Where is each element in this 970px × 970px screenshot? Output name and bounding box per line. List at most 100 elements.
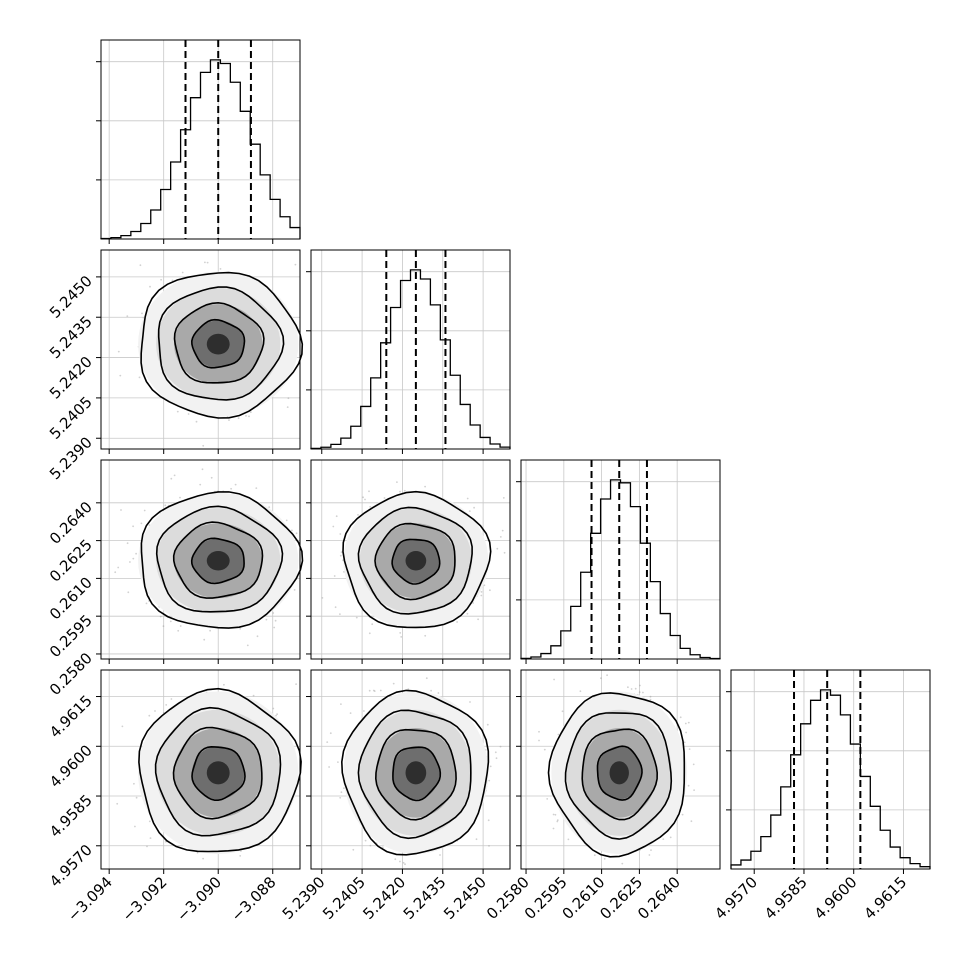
sample-point: [201, 468, 204, 471]
sample-point: [328, 766, 330, 768]
sample-point: [648, 854, 651, 856]
sample-point: [466, 612, 469, 615]
sample-point: [404, 863, 406, 866]
sample-point: [552, 813, 555, 816]
sample-point: [383, 497, 386, 499]
sample-point: [138, 376, 141, 379]
sample-point: [553, 678, 555, 681]
sample-point: [649, 695, 652, 698]
sample-point: [364, 498, 366, 501]
sample-point: [424, 485, 426, 488]
sample-point: [154, 710, 156, 712]
x-tick-label: 5.2420: [359, 873, 409, 923]
sample-point: [334, 606, 337, 609]
sample-point: [487, 819, 490, 822]
sample-point: [480, 591, 483, 593]
density-level-4: [405, 761, 427, 785]
sample-point: [501, 529, 504, 532]
sample-point: [230, 487, 233, 490]
sample-point: [456, 621, 458, 623]
sample-point: [274, 619, 277, 622]
sample-point: [340, 791, 343, 794]
sample-point: [538, 739, 540, 742]
contour-3: [596, 745, 643, 801]
sample-point: [567, 838, 570, 841]
contour-1: [155, 505, 284, 613]
sample-point: [687, 721, 690, 724]
sample-point: [634, 687, 637, 690]
sample-point: [149, 285, 151, 288]
sample-point: [400, 636, 403, 638]
sample-point: [209, 629, 212, 632]
contour-1: [157, 286, 285, 401]
sample-point: [181, 271, 184, 274]
sample-point: [593, 854, 596, 857]
sample-point: [357, 514, 359, 516]
contour-0: [140, 271, 304, 419]
contour-0: [138, 687, 302, 853]
y-tick-label: 4.9600: [46, 741, 96, 791]
sample-point: [403, 489, 406, 492]
sample-point: [141, 312, 143, 315]
sample-point: [561, 710, 564, 713]
density-level-4: [206, 333, 230, 355]
sample-point: [256, 635, 259, 638]
sample-point: [149, 837, 152, 839]
sample-point: [368, 632, 371, 635]
sample-point: [362, 496, 364, 499]
sample-point: [295, 683, 297, 685]
sample-point: [480, 594, 483, 597]
sample-point: [134, 825, 136, 828]
contour-0: [547, 692, 686, 858]
sample-point: [394, 858, 397, 861]
sample-point: [120, 509, 122, 511]
sample-point: [159, 615, 162, 618]
x-tick-label: 4.9585: [761, 873, 811, 923]
sample-point: [234, 483, 237, 486]
sample-point: [177, 629, 180, 632]
sample-point: [195, 420, 198, 423]
panel-frame: [310, 459, 511, 660]
sample-point: [179, 625, 182, 627]
sample-point: [499, 536, 502, 538]
x-tick-label: 4.9615: [860, 873, 910, 923]
sample-point: [621, 862, 624, 865]
sample-point: [148, 714, 151, 717]
contour-2: [581, 728, 659, 821]
contour-2: [374, 728, 457, 821]
sample-point: [228, 419, 230, 421]
sample-point: [255, 487, 258, 489]
sample-point: [552, 827, 555, 830]
panel-1-1: [306, 249, 511, 454]
sample-point: [119, 374, 122, 377]
contour-3: [391, 538, 441, 585]
x-tick-label: −3.090: [173, 873, 225, 925]
sample-point: [546, 798, 549, 800]
sample-point: [206, 261, 209, 264]
sample-point: [486, 723, 489, 726]
sample-point: [114, 571, 117, 574]
sample-point: [223, 683, 225, 686]
sample-point: [557, 733, 560, 736]
sample-point: [538, 730, 540, 733]
density-level-4: [609, 761, 629, 785]
sample-point: [132, 557, 135, 560]
contour-0: [140, 491, 304, 629]
sample-point: [339, 613, 341, 615]
sample-point: [252, 694, 255, 697]
sample-point: [473, 506, 475, 509]
sample-point: [127, 591, 130, 594]
x-tick-label: −3.092: [119, 873, 171, 925]
sample-point: [488, 845, 490, 847]
sample-point: [339, 554, 342, 557]
sample-point: [135, 552, 138, 555]
histogram-2: [520, 479, 721, 660]
sample-point: [630, 688, 633, 690]
sample-point: [117, 350, 120, 353]
sample-point: [349, 712, 352, 714]
sample-point: [606, 674, 608, 677]
contour-3: [190, 318, 246, 369]
sample-point: [160, 278, 163, 281]
